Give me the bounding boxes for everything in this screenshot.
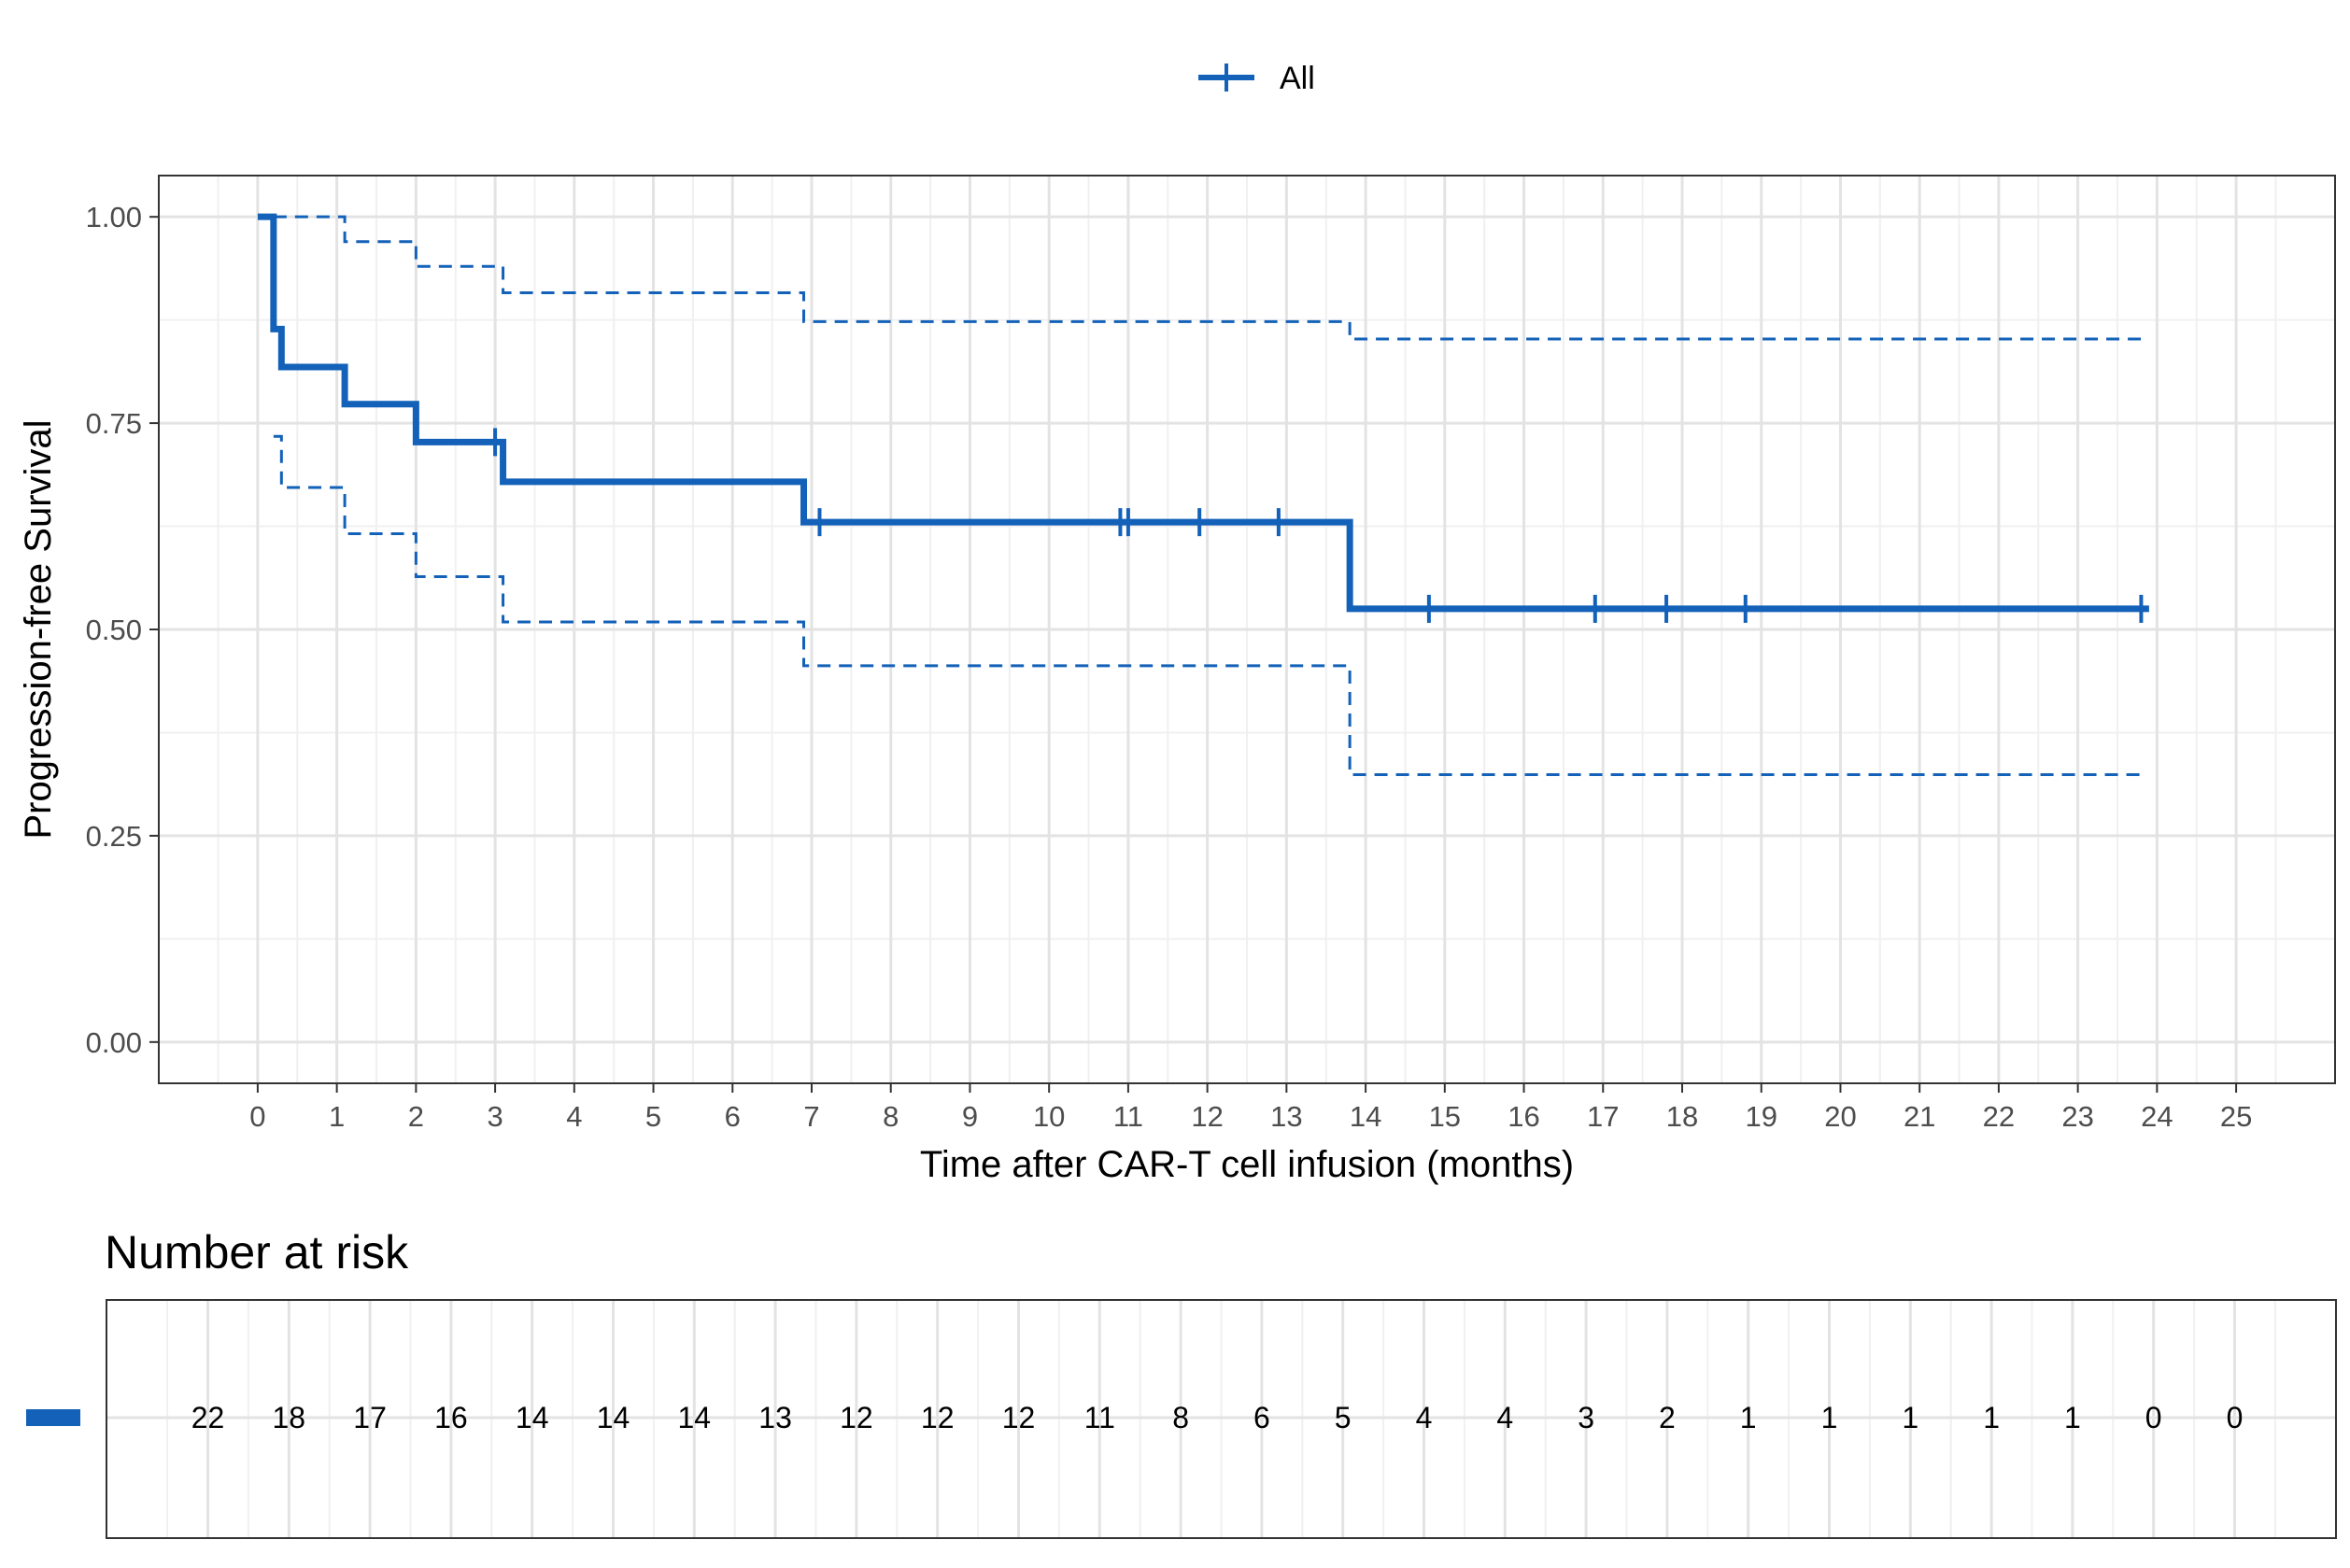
risk-count: 17 [353, 1401, 387, 1434]
y-tick-label: 0.50 [86, 614, 142, 646]
risk-count: 4 [1496, 1401, 1513, 1434]
risk-row-strata-icon [26, 1409, 80, 1426]
x-tick-label: 22 [1983, 1100, 2015, 1133]
x-tick-label: 4 [566, 1100, 582, 1133]
risk-count: 12 [1002, 1401, 1036, 1434]
risk-table-grid [106, 1300, 2336, 1538]
x-tick-label: 13 [1270, 1100, 1302, 1133]
risk-count: 1 [1983, 1401, 2000, 1434]
x-tick-label: 25 [2220, 1100, 2252, 1133]
risk-count: 12 [921, 1401, 955, 1434]
risk-count: 11 [1084, 1401, 1115, 1434]
ci-upper-line [273, 215, 2142, 341]
y-tick-label: 1.00 [86, 201, 142, 233]
confidence-bands [273, 215, 2142, 777]
x-tick-label: 19 [1745, 1100, 1777, 1133]
x-tick-label: 6 [725, 1100, 741, 1133]
risk-count: 1 [1821, 1401, 1838, 1434]
x-tick-label: 9 [962, 1100, 978, 1133]
risk-count: 5 [1335, 1401, 1352, 1434]
risk-count: 2 [1659, 1401, 1676, 1434]
risk-count: 16 [434, 1401, 468, 1434]
risk-count: 3 [1578, 1401, 1594, 1434]
x-tick-label: 5 [645, 1100, 661, 1133]
x-tick-label: 2 [408, 1100, 424, 1133]
x-axis: 0 1 2 3 4 5 6 7 8 9 10 11 12 13 14 15 16 17 18 19 20 21 22 23 24… [249, 1083, 2252, 1133]
censor-marks [493, 428, 2144, 623]
legend: All [1198, 61, 1315, 96]
x-axis-title: Time after CAR-T cell infusion (months) [920, 1144, 1574, 1185]
risk-count: 1 [1740, 1401, 1757, 1434]
x-tick-label: 16 [1508, 1100, 1539, 1133]
survival-line-all [257, 213, 2149, 613]
risk-count: 0 [2227, 1401, 2244, 1434]
x-tick-label: 18 [1666, 1100, 1698, 1133]
x-tick-label: 1 [329, 1100, 345, 1133]
x-tick-label: 12 [1191, 1100, 1223, 1133]
risk-table-values: 22 18 17 16 14 14 14 13 12 12 12 11 8 6 5 4 4 3 2 1 1 1 1 1 0 0 [191, 1401, 2244, 1434]
risk-count: 14 [597, 1401, 630, 1434]
risk-count: 12 [840, 1401, 873, 1434]
main-grid [159, 176, 2335, 1083]
y-tick-label: 0.00 [86, 1026, 142, 1059]
risk-count: 14 [678, 1401, 712, 1434]
x-tick-label: 24 [2141, 1100, 2173, 1133]
y-tick-label: 0.25 [86, 820, 142, 853]
x-tick-label: 0 [249, 1100, 265, 1133]
x-tick-label: 10 [1033, 1100, 1065, 1133]
x-tick-label: 23 [2061, 1100, 2093, 1133]
x-tick-label: 21 [1904, 1100, 1935, 1133]
risk-count: 14 [516, 1401, 549, 1434]
x-tick-label: 14 [1350, 1100, 1381, 1133]
y-tick-label: 0.75 [86, 407, 142, 440]
risk-count: 0 [2145, 1401, 2162, 1434]
x-tick-label: 8 [883, 1100, 899, 1133]
x-tick-label: 11 [1113, 1100, 1143, 1133]
legend-label-all: All [1280, 61, 1315, 96]
survival-curve [257, 213, 2149, 613]
x-tick-label: 17 [1587, 1100, 1619, 1133]
x-tick-label: 3 [487, 1100, 503, 1133]
risk-count: 1 [1902, 1401, 1918, 1434]
risk-count: 22 [191, 1401, 225, 1434]
x-tick-label: 15 [1429, 1100, 1461, 1133]
x-tick-label: 20 [1824, 1100, 1856, 1133]
risk-count: 8 [1172, 1401, 1189, 1434]
y-axis-title: Progression-free Survival [18, 419, 59, 839]
y-axis: 0.00 0.25 0.50 0.75 1.00 [86, 201, 159, 1059]
risk-count: 6 [1253, 1401, 1270, 1434]
risk-count: 1 [2064, 1401, 2081, 1434]
risk-count: 4 [1416, 1401, 1433, 1434]
risk-count: 13 [758, 1401, 792, 1434]
ci-lower-line [273, 434, 2142, 777]
x-tick-label: 7 [803, 1100, 819, 1133]
risk-count: 18 [273, 1401, 306, 1434]
risk-table-title: Number at risk [105, 1226, 409, 1278]
risk-table-border [106, 1299, 2337, 1539]
